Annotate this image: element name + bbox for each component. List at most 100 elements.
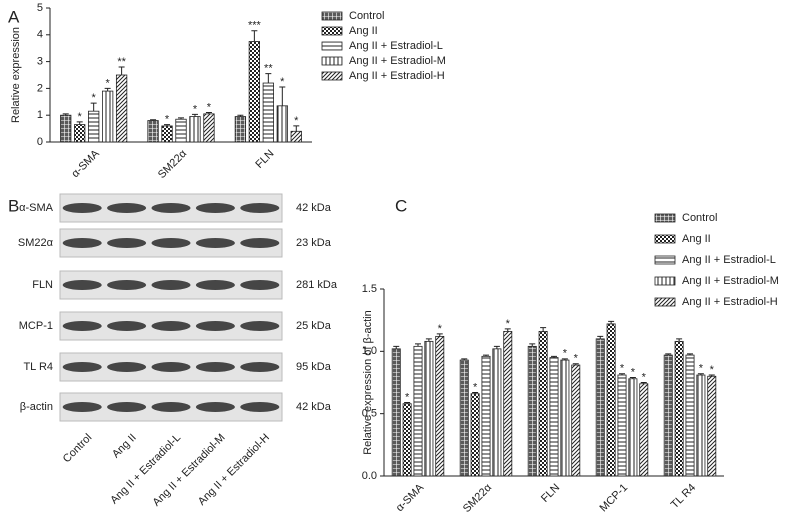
bar xyxy=(707,375,717,477)
blot-band xyxy=(62,402,102,412)
significance-label: * xyxy=(710,364,715,376)
error-bar xyxy=(676,338,683,342)
error-bar xyxy=(687,353,693,356)
significance-label: * xyxy=(280,76,285,88)
error-bar xyxy=(504,328,511,332)
bar xyxy=(685,354,695,477)
y-tick-label: 0.0 xyxy=(362,470,377,482)
blot-band xyxy=(195,238,235,248)
error-bar xyxy=(237,114,244,117)
error-bar xyxy=(62,113,69,116)
blot-band xyxy=(240,362,280,372)
x-tick-label: α-SMA xyxy=(69,147,102,180)
bar xyxy=(115,74,128,143)
error-bar xyxy=(178,117,184,120)
y-tick-label: 4 xyxy=(37,29,43,41)
error-bar xyxy=(104,87,111,92)
significance-label: * xyxy=(574,353,579,365)
significance-label: * xyxy=(92,92,97,104)
y-tick-label: 5 xyxy=(37,2,43,14)
bar xyxy=(663,354,673,477)
blot-band xyxy=(62,203,102,213)
x-tick-label: FLN xyxy=(539,482,562,505)
blot-band xyxy=(62,280,102,290)
y-tick-label: 1.0 xyxy=(362,345,377,357)
legend-label: Ang II + Estradiol-M xyxy=(682,275,779,287)
bar xyxy=(203,113,215,143)
panel-label: B xyxy=(8,196,19,215)
significance-label: * xyxy=(473,381,478,393)
blot-band xyxy=(195,203,235,213)
bar xyxy=(60,114,72,143)
blot-band xyxy=(151,362,191,372)
blot-band xyxy=(240,203,280,213)
error-bar xyxy=(608,320,615,324)
error-bar xyxy=(561,358,568,361)
x-tick-label: SM22α xyxy=(156,147,190,181)
error-bar xyxy=(629,377,636,379)
legend-label: Ang II + Estradiol-L xyxy=(682,254,776,266)
bar xyxy=(290,130,302,143)
bar xyxy=(234,116,247,143)
bar xyxy=(189,116,201,143)
blot-band xyxy=(107,280,147,290)
bar xyxy=(175,118,187,143)
bar xyxy=(595,338,605,477)
error-bar xyxy=(551,355,557,358)
legend-label: Ang II + Estradiol-L xyxy=(349,40,443,52)
significance-label: * xyxy=(294,115,299,127)
error-bar xyxy=(118,66,125,75)
protein-size: 23 kDa xyxy=(296,237,332,249)
significance-label: *** xyxy=(248,20,262,32)
bar xyxy=(88,110,100,143)
error-bar xyxy=(572,363,579,366)
blot-band xyxy=(240,238,280,248)
error-bar xyxy=(265,73,272,84)
blot-band xyxy=(195,402,235,412)
panel-label: A xyxy=(8,7,20,26)
bar xyxy=(628,378,638,477)
error-bar xyxy=(540,327,547,332)
blot-band xyxy=(107,321,147,331)
bar xyxy=(481,355,491,477)
blot-band xyxy=(107,362,147,372)
legend-swatch xyxy=(654,255,676,265)
bar xyxy=(248,41,260,143)
protein-size: 42 kDa xyxy=(296,202,332,214)
error-bar xyxy=(150,119,157,121)
significance-label: * xyxy=(438,323,443,335)
x-tick-label: α-SMA xyxy=(394,481,427,514)
blot-band xyxy=(62,321,102,331)
y-axis-label: Relative expression of β-actin xyxy=(362,310,374,455)
error-bar xyxy=(404,401,411,404)
lane-label: Control xyxy=(61,432,95,466)
x-tick-label: MCP-1 xyxy=(597,482,630,515)
significance-label: * xyxy=(699,363,704,375)
legend-swatch xyxy=(654,213,676,223)
blot-band xyxy=(151,321,191,331)
error-bar xyxy=(529,343,536,347)
blot-band xyxy=(240,321,280,331)
legend-label: Control xyxy=(682,212,717,224)
error-bar xyxy=(436,333,443,337)
significance-label: * xyxy=(563,348,568,360)
bar xyxy=(606,323,616,477)
significance-label: * xyxy=(405,391,410,403)
bar xyxy=(147,120,159,143)
legend-swatch xyxy=(321,71,343,81)
bar xyxy=(161,125,173,143)
x-tick-label: TL R4 xyxy=(669,482,698,511)
protein-label: TL R4 xyxy=(23,361,53,373)
blot-band xyxy=(107,402,147,412)
bar xyxy=(696,374,706,477)
protein-label: SM22α xyxy=(18,237,54,249)
error-bar xyxy=(251,30,258,42)
blot-band xyxy=(62,238,102,248)
blot-band xyxy=(107,203,147,213)
blot-band xyxy=(195,321,235,331)
bar xyxy=(413,345,423,477)
significance-label: * xyxy=(207,101,212,113)
error-bar xyxy=(76,121,83,125)
blot-band xyxy=(195,280,235,290)
error-bar xyxy=(90,102,97,112)
